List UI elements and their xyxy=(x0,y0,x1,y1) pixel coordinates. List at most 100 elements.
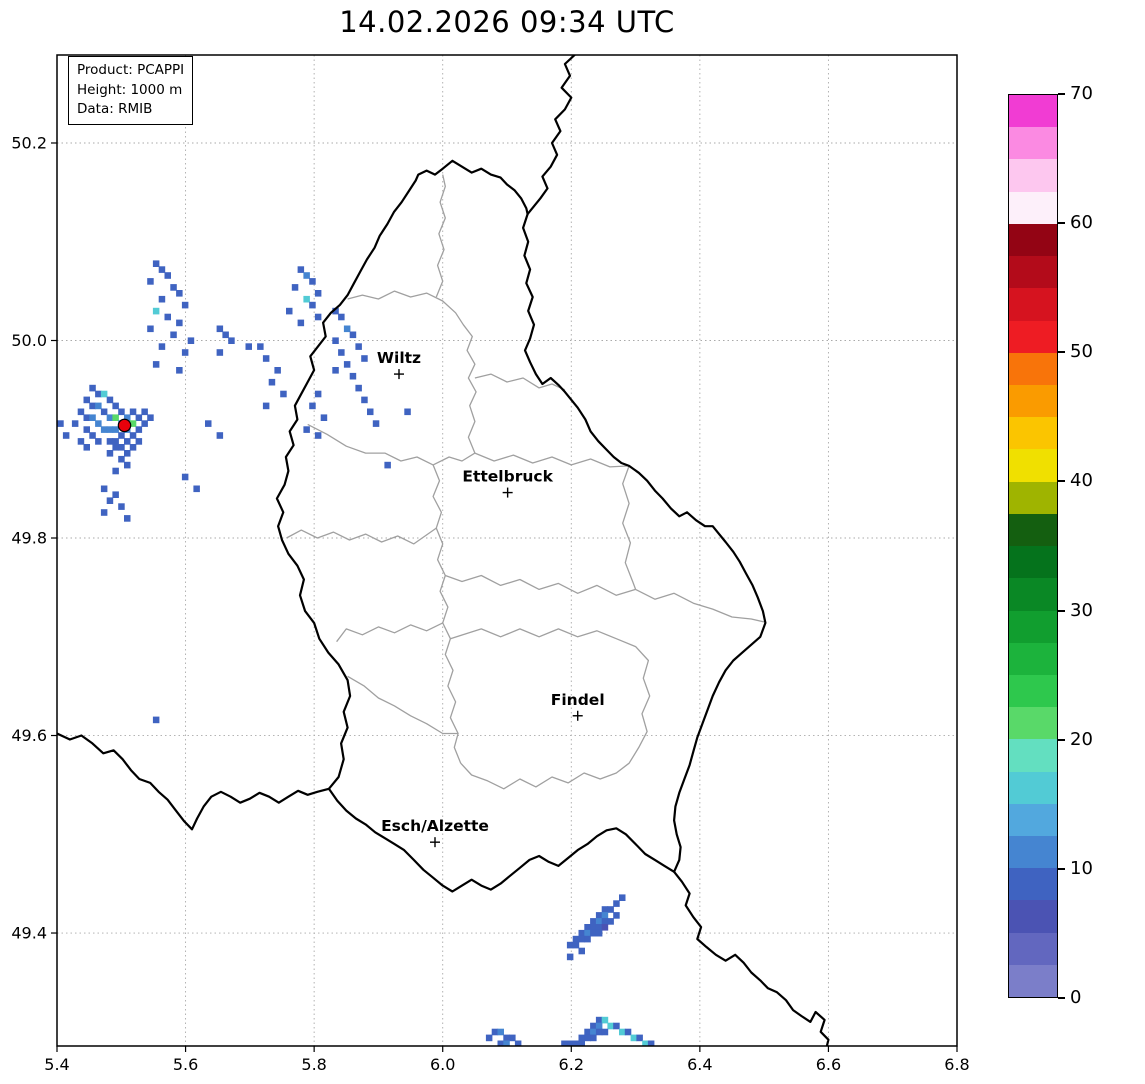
colorbar-tick-label: 30 xyxy=(1070,599,1093,621)
echo-cell xyxy=(106,426,114,433)
district-border xyxy=(450,628,651,790)
echo-cell xyxy=(601,1028,609,1036)
colorbar-segment xyxy=(1009,513,1057,547)
echo-cell xyxy=(268,378,276,386)
colorbar-tick-label: 10 xyxy=(1070,857,1093,879)
echo-cell xyxy=(584,929,591,937)
colorbar-segment xyxy=(1009,159,1057,192)
echo-cell xyxy=(590,1022,597,1030)
x-tick-label: 6.6 xyxy=(816,1055,841,1074)
echo-cell xyxy=(384,461,391,469)
echo-cell xyxy=(355,384,362,392)
info-height: Height: 1000 m xyxy=(77,81,183,98)
echo-cell xyxy=(349,372,357,380)
colorbar-segment xyxy=(1009,771,1057,804)
echo-cell xyxy=(572,1040,580,1046)
echo-cell xyxy=(595,924,603,931)
colorbar-segment xyxy=(1009,803,1057,837)
colorbar-segment xyxy=(1009,739,1057,772)
axis-ticks: 5.4 5.6 5.8 6.0 6.2 6.4 6.6 6.8 49.4 49.6 49.8 50.0… xyxy=(11,133,969,1074)
colorbar-scale xyxy=(1008,94,1058,998)
echo-cell xyxy=(624,1028,632,1036)
city-label: Ettelbruck xyxy=(462,468,553,486)
echo-cell xyxy=(112,438,119,445)
echo-cell xyxy=(303,426,310,433)
echo-cell xyxy=(578,1040,585,1046)
echo-cell xyxy=(129,432,137,439)
city-label: Esch/Alzette xyxy=(381,817,489,835)
echo-cell xyxy=(566,953,574,961)
echo-cell xyxy=(95,390,102,398)
echo-cell xyxy=(129,408,137,416)
echo-cell xyxy=(118,455,125,463)
echo-cell xyxy=(170,331,177,339)
country-border xyxy=(526,55,576,216)
colorbar-segment xyxy=(1009,900,1057,933)
colorbar-tick-label: 40 xyxy=(1070,470,1093,492)
echo-cell xyxy=(152,361,160,368)
echo-cell xyxy=(314,313,322,321)
echo-cell xyxy=(141,420,148,427)
colorbar-segment xyxy=(1009,352,1057,385)
colorbar-tick xyxy=(1058,997,1065,999)
echo-cell xyxy=(361,396,368,404)
colorbar-segment xyxy=(1009,674,1057,708)
echo-cell xyxy=(578,1034,585,1042)
echo-cell xyxy=(262,402,270,410)
country-border xyxy=(57,732,330,831)
echo-cell xyxy=(181,473,189,481)
colorbar-tick-label: 60 xyxy=(1070,212,1093,234)
echo-cell xyxy=(228,337,235,344)
echo-cell xyxy=(595,918,603,925)
echo-cell xyxy=(497,1040,504,1046)
echo-cell xyxy=(147,414,154,421)
echo-cell xyxy=(619,894,626,901)
echo-cell xyxy=(630,1034,638,1042)
echo-cell xyxy=(601,1016,609,1024)
echo-cell xyxy=(274,367,281,374)
echo-cell xyxy=(112,402,119,410)
country-border xyxy=(275,159,767,893)
echo-cell xyxy=(613,1022,620,1030)
x-tick-label: 6.0 xyxy=(430,1055,455,1074)
city-label: Wiltz xyxy=(377,349,421,367)
echo-cell xyxy=(95,402,102,410)
colorbar-segment xyxy=(1009,256,1057,289)
echo-cell xyxy=(607,906,614,913)
x-tick-label: 6.2 xyxy=(559,1055,584,1074)
colorbar-segment xyxy=(1009,578,1057,611)
echo-cell xyxy=(613,912,620,919)
echo-cell xyxy=(338,349,345,356)
echo-cell xyxy=(590,1028,597,1036)
echo-cell xyxy=(349,331,357,339)
grid-lines xyxy=(56,55,958,1046)
echo-cell xyxy=(584,935,591,943)
district-borders xyxy=(286,174,765,790)
echo-cell xyxy=(124,450,131,457)
echo-cell xyxy=(164,272,171,279)
echo-cell xyxy=(83,444,90,451)
echo-cell xyxy=(222,331,229,339)
echo-cell xyxy=(164,313,171,321)
colorbar-tick-label: 70 xyxy=(1070,83,1093,104)
echo-cell xyxy=(280,390,287,398)
district-border xyxy=(622,465,637,590)
info-data-source: Data: RMIB xyxy=(77,101,153,118)
echo-cell xyxy=(590,1034,597,1042)
echo-cell xyxy=(106,396,114,404)
echo-cell xyxy=(642,1040,649,1046)
district-border xyxy=(286,527,437,545)
echo-cell xyxy=(503,1034,510,1042)
colorbar-tick xyxy=(1058,867,1065,870)
colorbar-tick xyxy=(1058,480,1065,483)
colorbar-tick-label: 50 xyxy=(1070,341,1093,363)
echo-cell xyxy=(566,1040,574,1046)
district-border xyxy=(347,675,459,735)
echo-cell xyxy=(135,426,143,433)
echo-cell xyxy=(124,515,131,522)
echo-cell xyxy=(152,307,160,315)
echo-cell xyxy=(100,390,108,398)
colorbar-segment xyxy=(1009,223,1057,257)
echo-cell xyxy=(601,906,609,913)
echo-cell xyxy=(595,1016,603,1024)
